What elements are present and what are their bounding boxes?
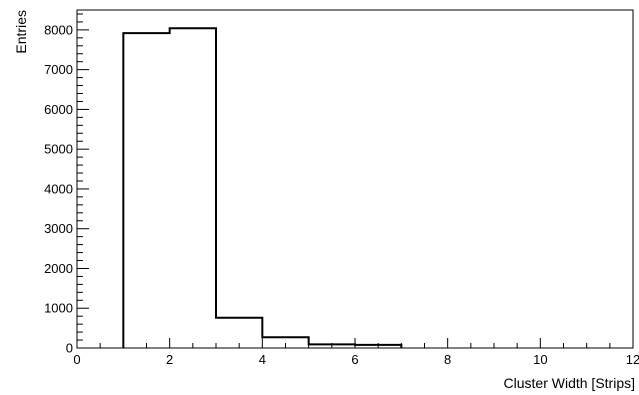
x-tick-label: 8: [444, 352, 451, 367]
x-tick-label: 6: [351, 352, 358, 367]
x-tick-label: 2: [166, 352, 173, 367]
x-tick-label: 4: [259, 352, 266, 367]
y-axis-title: Entries: [13, 10, 29, 54]
y-tick-label: 3000: [44, 221, 73, 236]
y-tick-label: 5000: [44, 142, 73, 157]
y-tick-label: 2000: [44, 261, 73, 276]
y-tick-label: 4000: [44, 181, 73, 196]
x-axis-title: Cluster Width [Strips]: [504, 375, 635, 391]
y-tick-label: 1000: [44, 301, 73, 316]
histogram-outline: [122, 27, 403, 348]
plot-frame: [76, 9, 634, 349]
x-tick-label: 10: [533, 352, 547, 367]
y-axis-ticks: 0 1000 2000 3000 4000 5000 6000 7000 8000: [44, 13, 89, 356]
y-tick-label: 0: [66, 341, 73, 356]
y-tick-label: 6000: [44, 102, 73, 117]
x-tick-label: 0: [73, 352, 80, 367]
y-tick-label: 7000: [44, 62, 73, 77]
x-axis-ticks: 0 2 4 6 8 10 12: [73, 338, 639, 367]
x-tick-label: 12: [626, 352, 639, 367]
y-tick-label: 8000: [44, 22, 73, 37]
